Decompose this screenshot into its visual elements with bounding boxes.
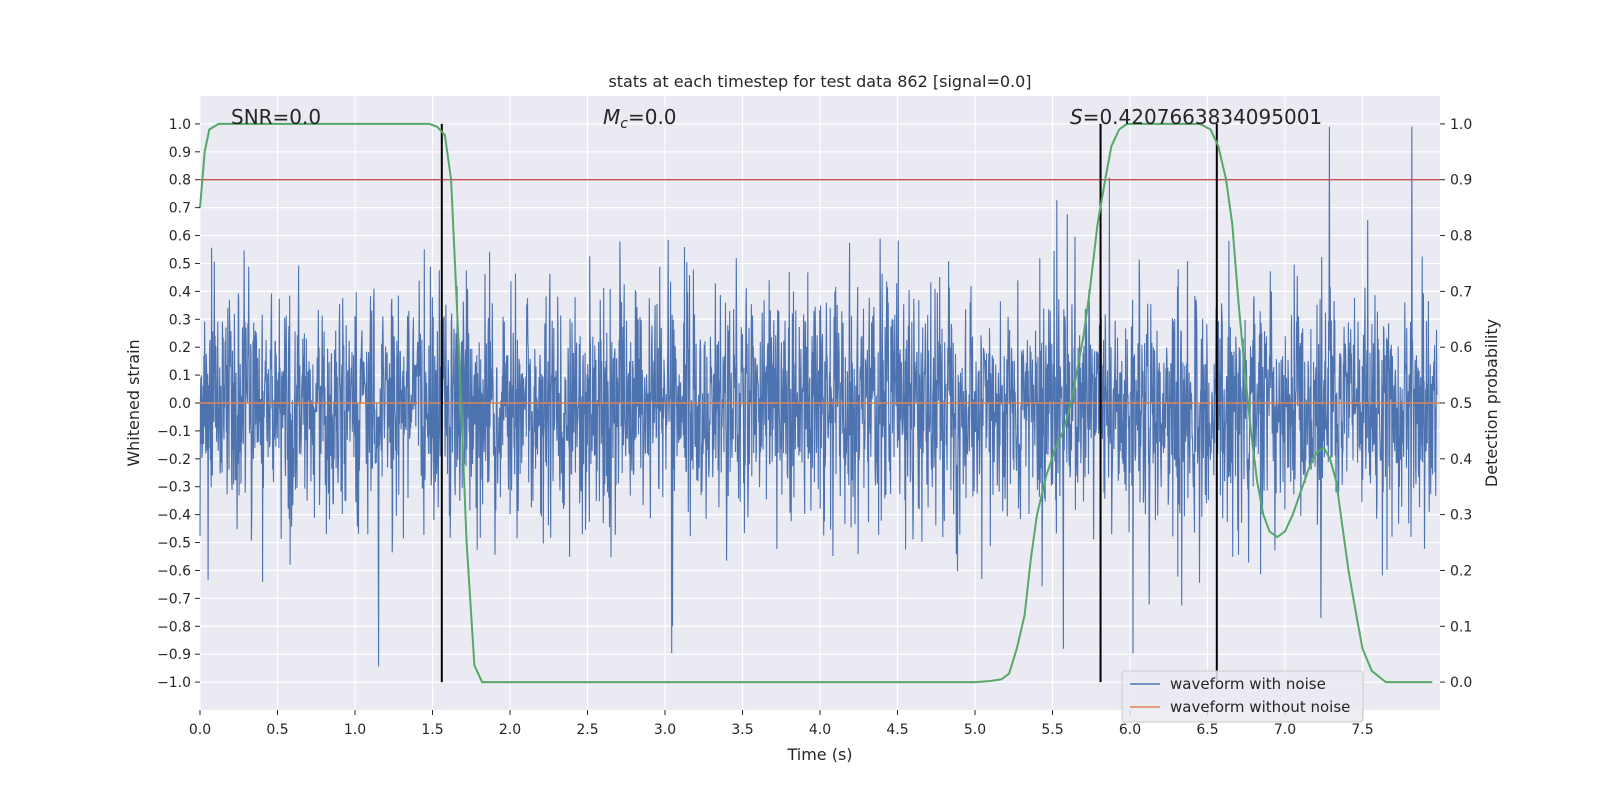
y2-tick-label: 0.3 — [1450, 508, 1472, 524]
y-tick-label: −0.8 — [157, 619, 191, 635]
detection-probability-line — [199, 122, 1433, 684]
y-tick-label: 0.2 — [169, 340, 191, 356]
x-tick-label: 0.0 — [189, 722, 211, 738]
noise-waveform-line — [199, 126, 1438, 667]
y-tick-label: −0.6 — [157, 563, 191, 579]
y-tick-label: 0.7 — [169, 201, 191, 217]
y-tick-label: −0.9 — [157, 647, 191, 663]
y-tick-label: 0.9 — [169, 145, 191, 161]
x-tick-label: 3.5 — [731, 722, 753, 738]
chirp-mass-subscript: c — [620, 116, 628, 132]
y-tick-label: −0.5 — [157, 536, 191, 552]
y-tick-label: −0.2 — [157, 452, 191, 468]
y2-tick-label: 0.0 — [1450, 675, 1472, 691]
x-tick-label: 7.5 — [1351, 722, 1373, 738]
noise-series — [199, 126, 1438, 667]
y2-tick-label: 0.2 — [1450, 563, 1472, 579]
y-tick-label: 0.8 — [169, 173, 191, 189]
y-tick-label: −0.4 — [157, 508, 191, 524]
legend-label-noise: waveform with noise — [1170, 675, 1326, 693]
x-tick-label: 4.5 — [886, 722, 908, 738]
legend-label-clean: waveform without noise — [1170, 698, 1350, 716]
x-tick-label: 2.0 — [499, 722, 521, 738]
y-tick-label: −0.1 — [157, 424, 191, 440]
y-tick-label: 0.3 — [169, 312, 191, 328]
y2-tick-label: 0.1 — [1450, 619, 1472, 635]
x-tick-label: 5.5 — [1041, 722, 1063, 738]
y-tick-label: 0.6 — [169, 229, 191, 245]
y2-tick-label: 0.4 — [1450, 452, 1472, 468]
y-axis-label: Whitened strain — [124, 339, 143, 466]
x-tick-label: 6.0 — [1119, 722, 1141, 738]
legend: waveform with noise waveform without noi… — [1121, 670, 1364, 723]
x-tick-label: 3.0 — [654, 722, 676, 738]
x-tick-label: 6.5 — [1196, 722, 1218, 738]
y-tick-label: 0.4 — [169, 284, 191, 300]
chirp-mass-annotation: Mc=0.0 — [603, 105, 677, 132]
y-tick-label: 0.5 — [169, 256, 191, 272]
x-tick-label: 7.0 — [1274, 722, 1296, 738]
statistic-value: =0.4207663834095001 — [1083, 105, 1322, 129]
y-tick-label: 0.1 — [169, 368, 191, 384]
chart-title: stats at each timestep for test data 862… — [608, 72, 1031, 91]
x-tick-label: 1.0 — [344, 722, 366, 738]
statistic-symbol: S — [1070, 105, 1083, 129]
statistic-annotation: S=0.4207663834095001 — [1070, 105, 1322, 129]
x-tick-label: 4.0 — [809, 722, 831, 738]
y-tick-label: 1.0 — [169, 117, 191, 133]
x-tick-label: 0.5 — [266, 722, 288, 738]
y-tick-label: −0.7 — [157, 591, 191, 607]
y2-axis-label: Detection probability — [1482, 319, 1501, 487]
x-tick-label: 2.5 — [576, 722, 598, 738]
y-tick-label: −0.3 — [157, 480, 191, 496]
chirp-mass-value: =0.0 — [628, 105, 677, 129]
axes: 0.0 0.5 1.0 1.5 2.0 2.5 3.0 3.5 4.0 4.5 5.0 5.5 6.0 6… — [157, 117, 1472, 738]
chirp-mass-symbol: M — [603, 105, 620, 129]
y2-tick-label: 0.5 — [1450, 396, 1472, 412]
y-tick-label: 0.0 — [169, 396, 191, 412]
x-axis-label: Time (s) — [786, 745, 852, 764]
x-tick-label: 1.5 — [421, 722, 443, 738]
legend-box — [1121, 670, 1364, 723]
y2-tick-label: 1.0 — [1450, 117, 1472, 133]
y2-tick-label: 0.7 — [1450, 284, 1472, 300]
y2-tick-label: 0.6 — [1450, 340, 1472, 356]
x-tick-label: 5.0 — [964, 722, 986, 738]
y2-tick-label: 0.8 — [1450, 229, 1472, 245]
snr-annotation: SNR=0.0 — [231, 105, 321, 129]
y2-tick-label: 0.9 — [1450, 173, 1472, 189]
y-tick-label: −1.0 — [157, 675, 191, 691]
overlay-marks — [199, 122, 1440, 684]
